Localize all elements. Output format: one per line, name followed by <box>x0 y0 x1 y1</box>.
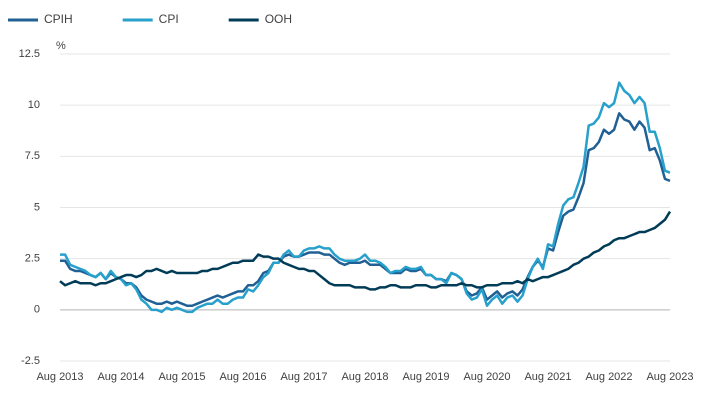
x-tick-label: Aug 2021 <box>524 371 571 383</box>
series-line <box>59 210 672 291</box>
y-tick-label: 2.5 <box>25 253 40 265</box>
x-tick-label: Aug 2017 <box>280 371 327 383</box>
series-line <box>60 81 671 314</box>
legend-label: CPIH <box>44 12 73 26</box>
legend-label: CPI <box>159 12 179 26</box>
legend-label: OOH <box>265 12 292 26</box>
x-tick-label: Aug 2015 <box>158 371 205 383</box>
series-line <box>60 112 671 307</box>
x-tick-label: Aug 2023 <box>646 371 693 383</box>
x-tick-label: Aug 2013 <box>36 371 83 383</box>
y-tick-label: 10 <box>28 99 40 111</box>
x-tick-label: Aug 2018 <box>341 371 388 383</box>
x-tick-label: Aug 2019 <box>402 371 449 383</box>
x-tick-label: Aug 2022 <box>585 371 632 383</box>
y-axis-label: % <box>56 40 66 52</box>
y-tick-label: 7.5 <box>25 150 40 162</box>
y-tick-label: 5 <box>34 201 40 213</box>
x-tick-label: Aug 2020 <box>463 371 510 383</box>
x-tick-label: Aug 2014 <box>97 371 144 383</box>
y-tick-label: 12.5 <box>19 48 40 60</box>
x-tick-label: Aug 2016 <box>219 371 266 383</box>
y-tick-label: 0 <box>34 304 40 316</box>
y-tick-label: -2.5 <box>21 355 40 367</box>
